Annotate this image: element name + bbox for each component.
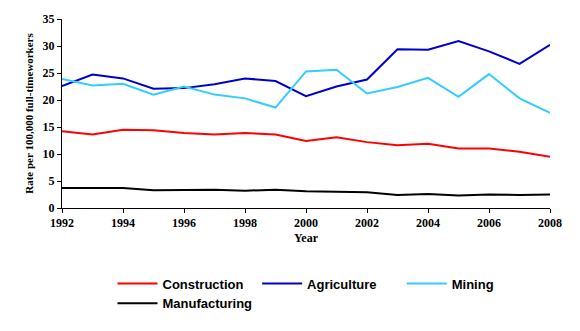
svg-text:Year: Year bbox=[294, 231, 319, 245]
svg-text:1996: 1996 bbox=[172, 216, 196, 230]
svg-text:20: 20 bbox=[43, 93, 55, 107]
svg-text:2006: 2006 bbox=[477, 216, 501, 230]
svg-text:15: 15 bbox=[43, 120, 55, 134]
svg-text:2008: 2008 bbox=[538, 216, 562, 230]
svg-text:1998: 1998 bbox=[233, 216, 257, 230]
svg-text:Manufacturing: Manufacturing bbox=[163, 296, 253, 311]
svg-text:25: 25 bbox=[43, 66, 55, 80]
svg-text:Mining: Mining bbox=[452, 277, 494, 292]
svg-text:0: 0 bbox=[49, 201, 55, 215]
svg-text:2000: 2000 bbox=[294, 216, 318, 230]
svg-text:Rate per 100,000 full-timework: Rate per 100,000 full-timeworkers bbox=[23, 33, 35, 194]
svg-text:2004: 2004 bbox=[416, 216, 440, 230]
svg-text:Construction: Construction bbox=[163, 277, 244, 292]
svg-text:10: 10 bbox=[43, 147, 55, 161]
svg-text:Agriculture: Agriculture bbox=[307, 277, 376, 292]
svg-text:5: 5 bbox=[49, 174, 55, 188]
svg-text:1994: 1994 bbox=[111, 216, 135, 230]
svg-text:35: 35 bbox=[43, 12, 55, 26]
svg-text:1992: 1992 bbox=[50, 216, 74, 230]
svg-text:30: 30 bbox=[43, 39, 55, 53]
svg-text:2002: 2002 bbox=[355, 216, 379, 230]
